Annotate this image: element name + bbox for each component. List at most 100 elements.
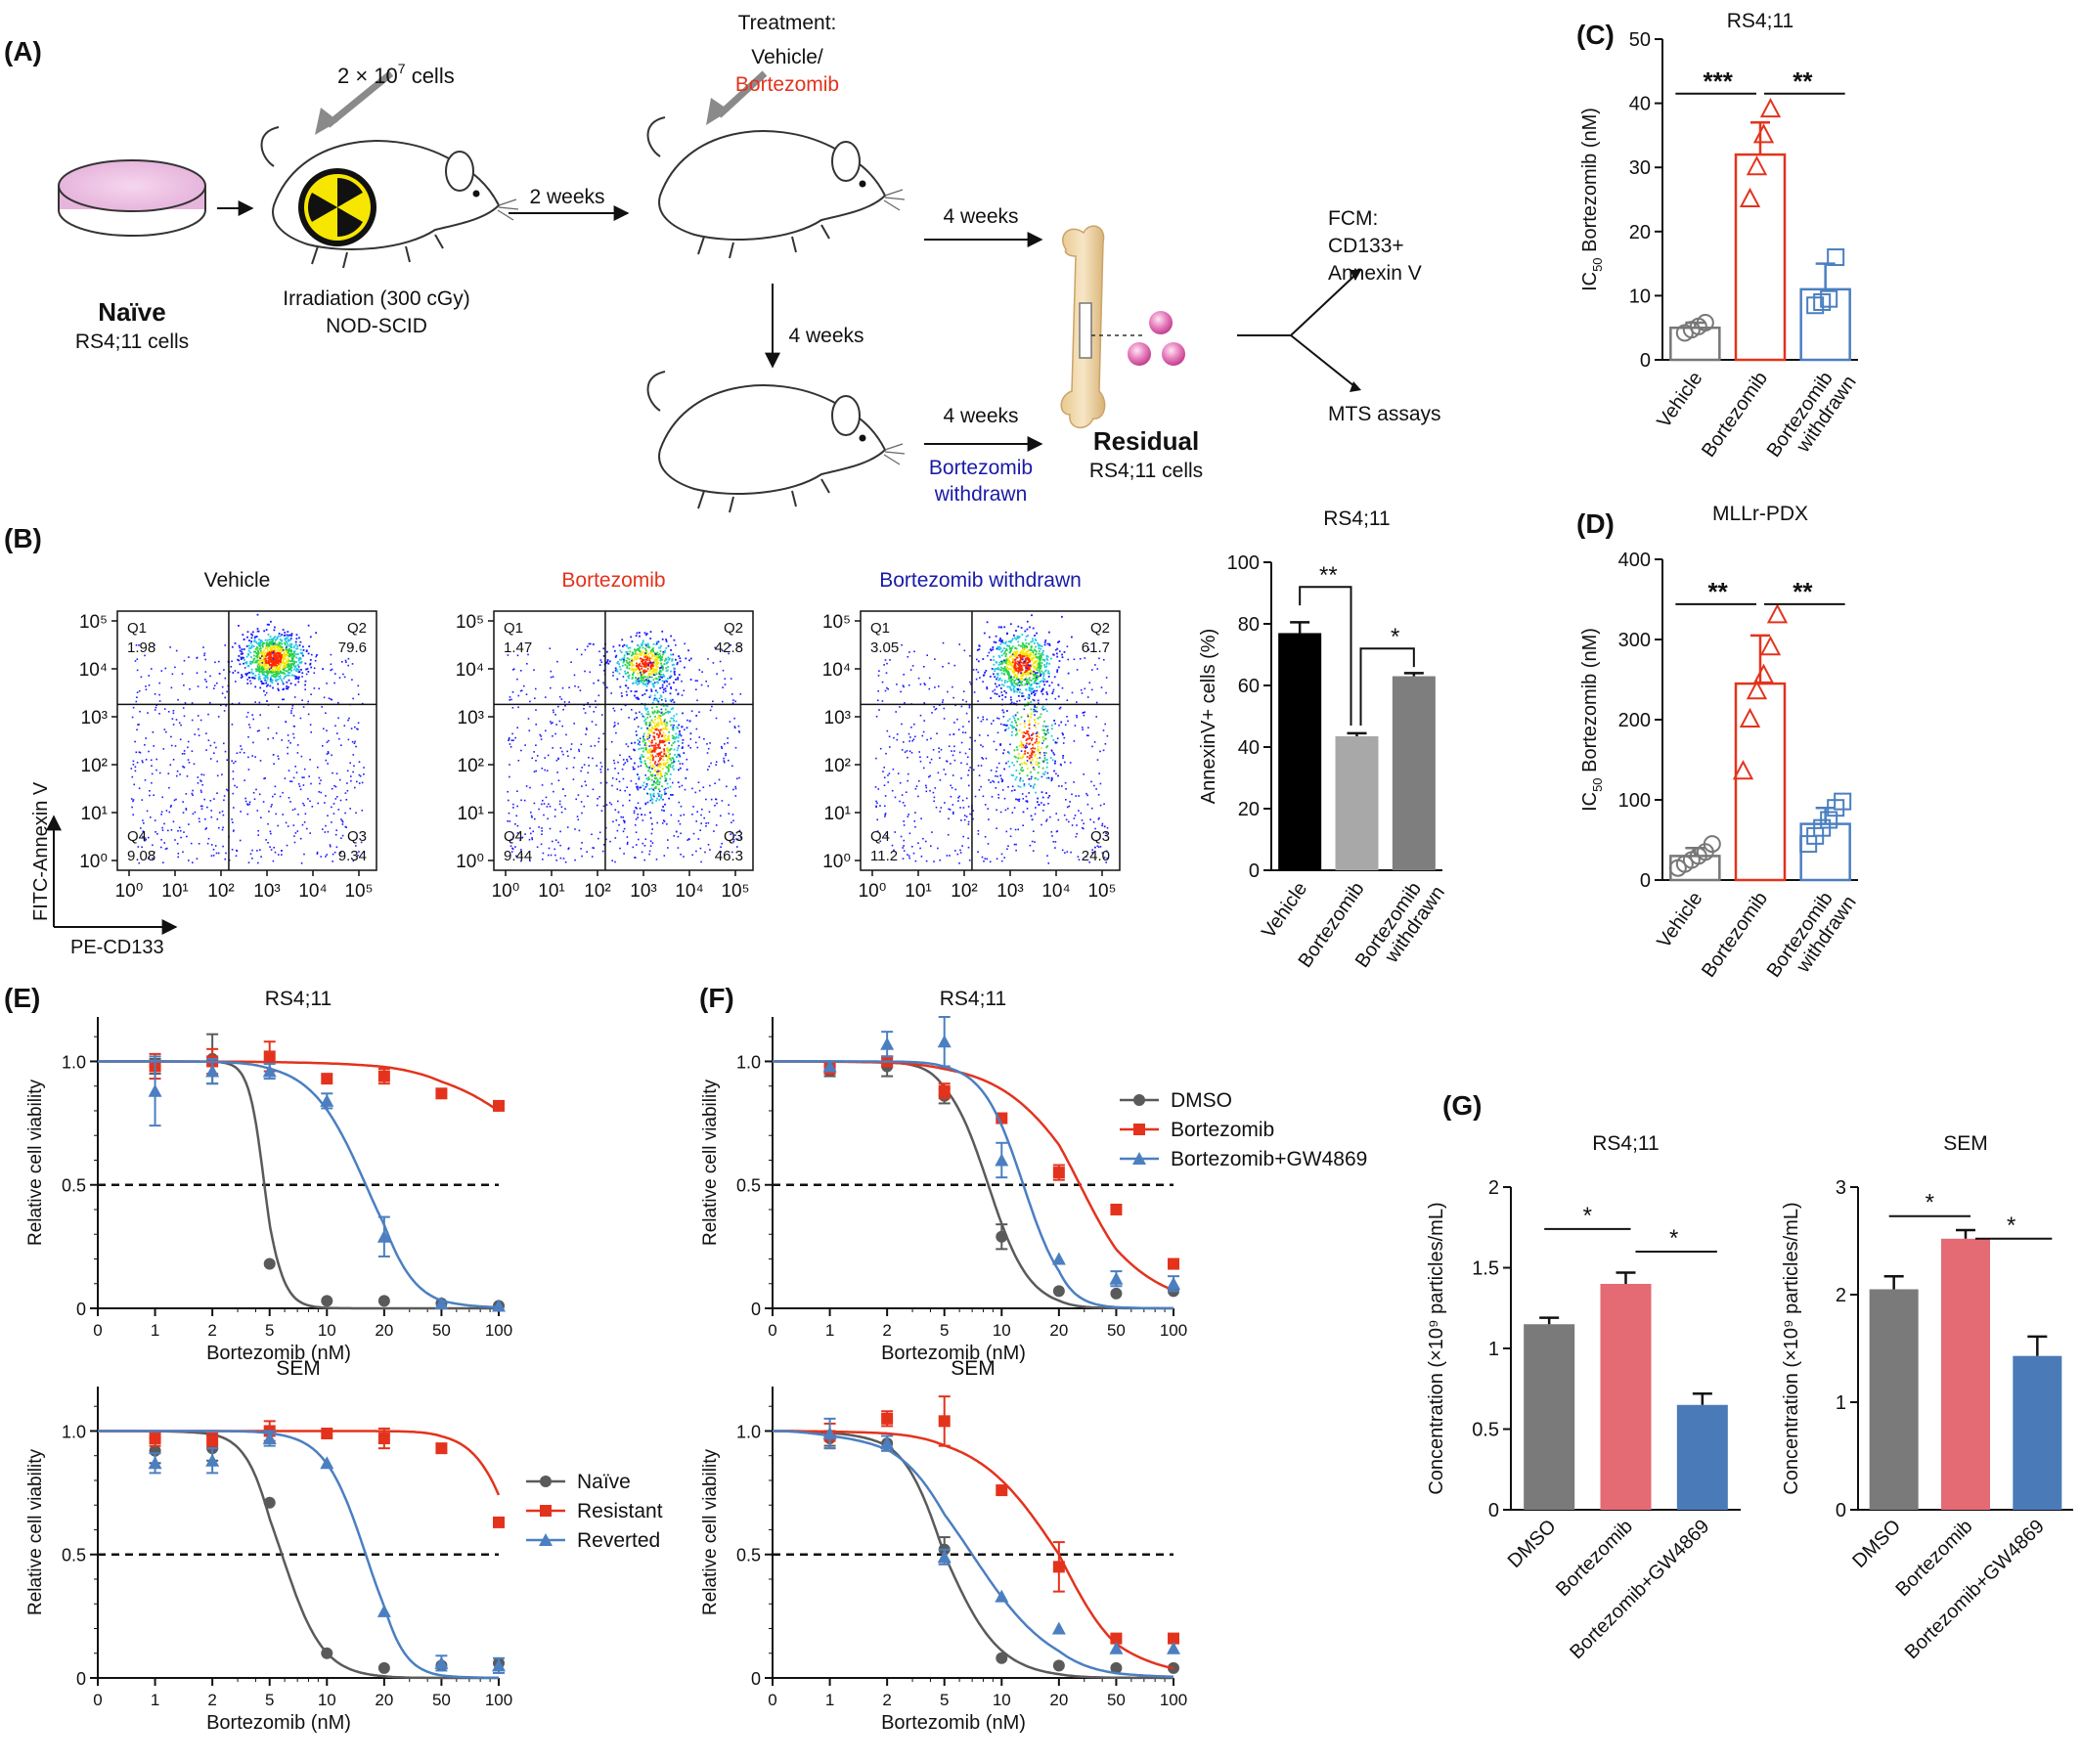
flow-dot — [1026, 663, 1029, 666]
flow-y-tick-label: 10⁰ — [79, 852, 108, 872]
flow-dot — [621, 664, 624, 667]
flow-dot — [245, 716, 248, 718]
flow-dot — [1028, 689, 1031, 692]
flow-dot — [943, 707, 946, 710]
flow-dot — [517, 760, 520, 762]
flow-dot — [1076, 716, 1078, 719]
flow-dot — [1011, 790, 1013, 792]
flow-dot — [179, 829, 182, 832]
flow-dot — [565, 768, 568, 770]
flow-dot — [1061, 732, 1064, 734]
flow-dot — [960, 762, 962, 765]
flow-dot — [712, 662, 715, 664]
flow-dot — [1028, 777, 1030, 780]
flow-dot — [642, 658, 644, 661]
flow-dot — [962, 726, 964, 728]
flow-dot — [653, 750, 656, 753]
flow-dot — [619, 668, 622, 671]
flow-dot — [1045, 691, 1048, 693]
flow-dot — [299, 717, 302, 720]
flow-dot — [639, 740, 641, 742]
flow-dot — [1053, 770, 1055, 772]
flow-dot — [280, 648, 283, 651]
flow-dot — [929, 762, 931, 764]
flow-dot — [204, 671, 207, 673]
flow-dot — [238, 659, 241, 662]
flow-dot — [535, 724, 537, 726]
flow-dot — [893, 736, 895, 739]
flow-dot — [154, 644, 155, 646]
flow-dot — [275, 659, 278, 661]
flow-dot — [677, 847, 680, 849]
flow-dot — [660, 666, 663, 669]
flow-dot — [237, 671, 240, 674]
flow-dot — [343, 725, 346, 727]
flow-dot — [287, 746, 288, 749]
flow-dot — [1031, 684, 1033, 685]
flow-dot — [648, 788, 651, 790]
flow-dot — [307, 671, 310, 673]
q3-value: 9.34 — [338, 848, 367, 864]
flow-dot — [930, 845, 932, 847]
flow-dot — [632, 768, 635, 771]
flow-dot — [1023, 679, 1026, 682]
flow-dot — [1091, 849, 1093, 851]
flow-dot — [297, 653, 299, 655]
q2-value: 42.8 — [715, 639, 743, 656]
flow-dot — [1010, 773, 1013, 776]
flow-dot — [1021, 691, 1024, 694]
flow-dot — [633, 664, 635, 667]
flow-dot — [642, 732, 645, 735]
flow-dot — [141, 760, 144, 762]
flow-dot — [654, 785, 657, 788]
flow-dot — [656, 678, 658, 680]
flow-dot — [225, 705, 227, 707]
flow-dot — [166, 847, 168, 850]
flow-dot — [662, 691, 665, 693]
flow-dot — [1016, 760, 1019, 763]
flow-dot — [622, 777, 625, 780]
flow-dot — [1033, 677, 1036, 680]
flow-dot — [1006, 644, 1009, 647]
flow-dot — [656, 725, 659, 728]
flow-dot — [554, 714, 556, 716]
flow-dot — [277, 649, 280, 652]
flow-dot — [273, 645, 276, 647]
flow-dot — [1040, 662, 1043, 664]
flow-dot — [340, 837, 342, 839]
flow-dot — [678, 724, 680, 727]
flow-dot — [665, 753, 667, 756]
flow-dot — [168, 786, 170, 789]
flow-dot — [239, 839, 242, 842]
flow-dot — [715, 798, 718, 801]
flow-dot — [1033, 662, 1035, 665]
flow-dot — [685, 777, 687, 779]
flow-dot — [646, 683, 649, 685]
flow-dot — [251, 714, 253, 716]
flow-dot — [251, 858, 253, 860]
flow-dot — [1032, 691, 1035, 693]
flow-dot — [1008, 718, 1011, 721]
flow-dot — [1025, 682, 1028, 684]
flow-dot — [1000, 691, 1002, 693]
mouse-withdrawn-icon — [646, 371, 906, 513]
flow-dot — [271, 679, 273, 681]
flow-dot — [1028, 642, 1031, 645]
flow-dot — [659, 739, 661, 742]
flow-dot — [983, 632, 986, 635]
flow-dot — [734, 787, 737, 790]
flow-dot — [665, 704, 667, 707]
flow-dot — [643, 632, 646, 635]
flow-dot — [928, 677, 931, 680]
flow-dot — [238, 644, 241, 647]
flow-dot — [650, 750, 653, 753]
flow-dot — [1040, 775, 1043, 778]
flow-dot — [1040, 647, 1042, 650]
flow-dot — [584, 648, 587, 651]
flow-dot — [244, 779, 245, 781]
flow-dot — [1016, 700, 1018, 703]
flow-dot — [236, 752, 239, 754]
flow-dot — [1039, 685, 1040, 688]
flow-dot — [665, 667, 668, 670]
flow-x-tick-label: 10³ — [630, 881, 656, 902]
